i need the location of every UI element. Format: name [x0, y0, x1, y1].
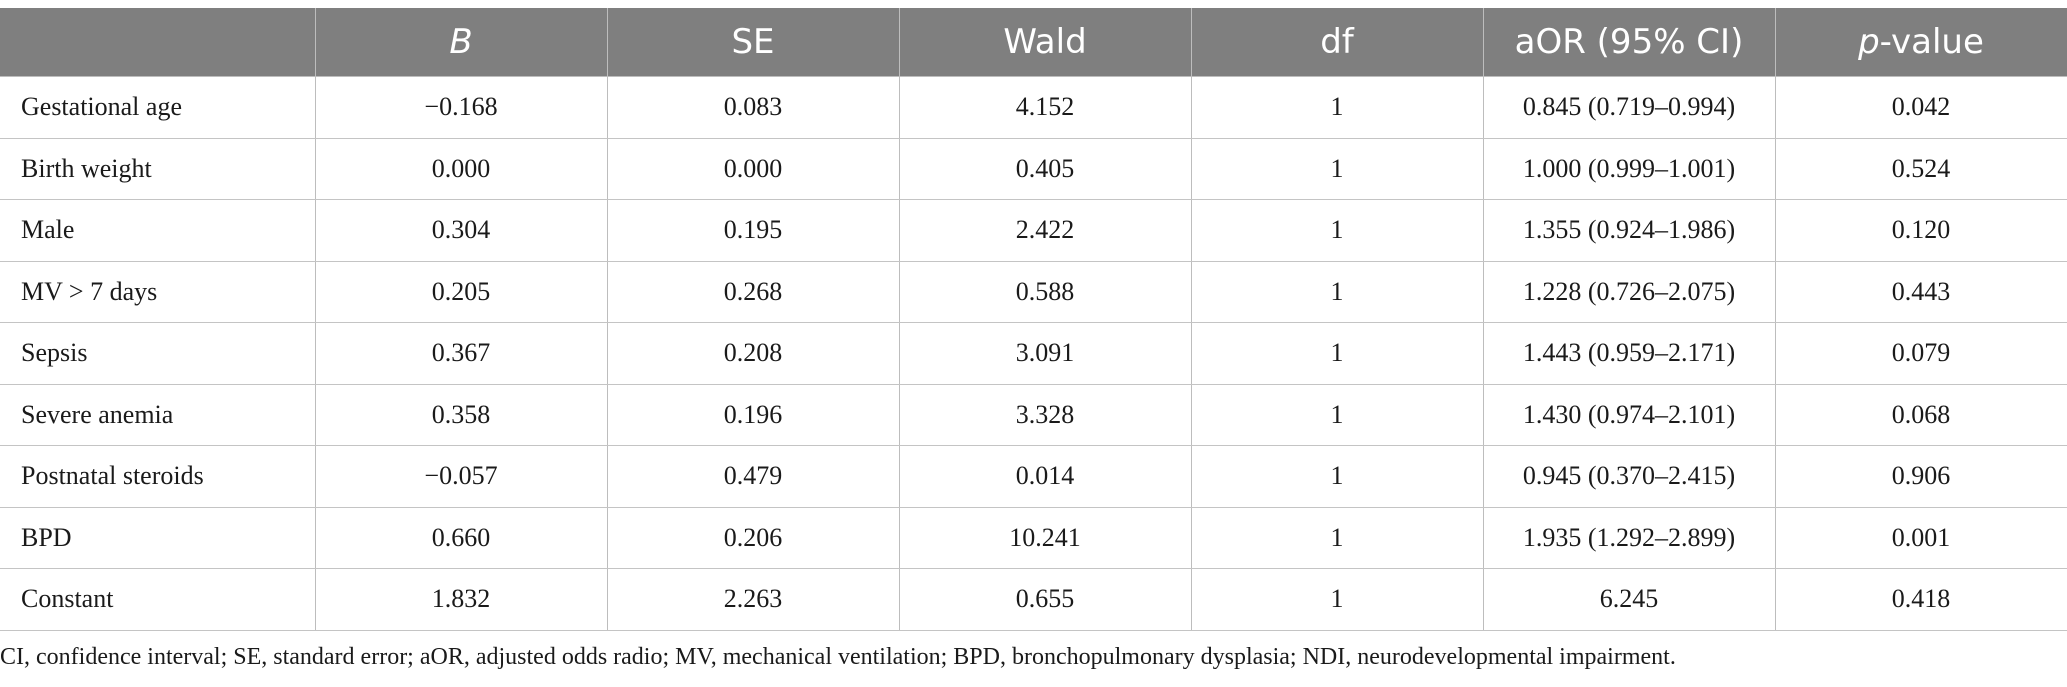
cell-p-value: 0.418: [1774, 568, 2067, 631]
cell-p-value: 0.120: [1774, 199, 2067, 262]
cell-aor: 1.228 (0.726–2.075): [1482, 261, 1775, 323]
cell-variable: Constant: [0, 568, 315, 631]
cell-se: 0.000: [606, 138, 899, 200]
cell-b: −0.057: [314, 445, 607, 508]
cell-variable: Birth weight: [0, 138, 315, 200]
cell-p-value: 0.524: [1774, 138, 2067, 200]
table-row: Severe anemia 0.358 0.196 3.328 1 1.430 (0.97…: [0, 384, 2067, 446]
cell-p-value: 0.443: [1774, 261, 2067, 323]
table-row: BPD 0.660 0.206 10.241 1 1.935 (1.292–2.899) 0…: [0, 507, 2067, 569]
cell-b: 0.000: [314, 138, 607, 200]
cell-b: 0.367: [314, 322, 607, 385]
table-footnote: CI, confidence interval; SE, standard er…: [0, 644, 1676, 670]
cell-variable: Gestational age: [0, 76, 315, 139]
cell-df: 1: [1190, 261, 1483, 323]
cell-variable: Postnatal steroids: [0, 445, 315, 508]
cell-df: 1: [1190, 507, 1483, 569]
cell-wald: 3.091: [898, 322, 1191, 385]
table-row: Male 0.304 0.195 2.422 1 1.355 (0.924–1.986) 0…: [0, 199, 2067, 262]
cell-aor: 1.000 (0.999–1.001): [1482, 138, 1775, 200]
cell-wald: 2.422: [898, 199, 1191, 262]
cell-se: 0.083: [606, 76, 899, 139]
cell-se: 0.196: [606, 384, 899, 446]
cell-p-value: 0.042: [1774, 76, 2067, 139]
header-cell-aor: aOR (95% CI): [1482, 8, 1775, 77]
cell-wald: 0.405: [898, 138, 1191, 200]
cell-aor: 6.245: [1482, 568, 1775, 631]
header-cell-df: df: [1190, 8, 1483, 77]
cell-df: 1: [1190, 76, 1483, 139]
cell-wald: 0.014: [898, 445, 1191, 508]
cell-variable: MV > 7 days: [0, 261, 315, 323]
header-cell-wald: Wald: [898, 8, 1191, 77]
cell-b: −0.168: [314, 76, 607, 139]
cell-se: 0.208: [606, 322, 899, 385]
cell-b: 0.660: [314, 507, 607, 569]
table-row: Birth weight 0.000 0.000 0.405 1 1.000 (0.999…: [0, 138, 2067, 200]
cell-aor: 1.355 (0.924–1.986): [1482, 199, 1775, 262]
cell-se: 0.195: [606, 199, 899, 262]
header-cell-se: SE: [606, 8, 899, 77]
table-row: Postnatal steroids −0.057 0.479 0.014 1 0.945…: [0, 445, 2067, 508]
cell-se: 0.206: [606, 507, 899, 569]
cell-p-value: 0.068: [1774, 384, 2067, 446]
cell-se: 0.479: [606, 445, 899, 508]
cell-df: 1: [1190, 568, 1483, 631]
cell-df: 1: [1190, 199, 1483, 262]
header-row: B SE Wald df aOR (95% CI) p-value: [0, 8, 2067, 77]
cell-df: 1: [1190, 138, 1483, 200]
regression-table: B SE Wald df aOR (95% CI) p-value Gestat…: [0, 8, 2067, 631]
cell-variable: Male: [0, 199, 315, 262]
cell-variable: Severe anemia: [0, 384, 315, 446]
cell-aor: 1.443 (0.959–2.171): [1482, 322, 1775, 385]
cell-df: 1: [1190, 322, 1483, 385]
table-row: Constant 1.832 2.263 0.655 1 6.245 0.418: [0, 568, 2067, 631]
header-p-text: p: [1858, 22, 1880, 62]
cell-variable: BPD: [0, 507, 315, 569]
cell-b: 1.832: [314, 568, 607, 631]
table-row: Sepsis 0.367 0.208 3.091 1 1.443 (0.959–2.171…: [0, 322, 2067, 385]
cell-variable: Sepsis: [0, 322, 315, 385]
cell-b: 0.205: [314, 261, 607, 323]
cell-wald: 4.152: [898, 76, 1191, 139]
table-row: MV > 7 days 0.205 0.268 0.588 1 1.228 (0.726–…: [0, 261, 2067, 323]
cell-wald: 3.328: [898, 384, 1191, 446]
cell-df: 1: [1190, 445, 1483, 508]
cell-p-value: 0.079: [1774, 322, 2067, 385]
cell-aor: 0.845 (0.719–0.994): [1482, 76, 1775, 139]
cell-se: 0.268: [606, 261, 899, 323]
cell-aor: 1.935 (1.292–2.899): [1482, 507, 1775, 569]
header-b-text: B: [449, 22, 473, 62]
cell-wald: 0.588: [898, 261, 1191, 323]
header-cell-p-value: p-value: [1774, 8, 2067, 77]
header-cell-b: B: [314, 8, 607, 77]
header-cell-variable: [0, 8, 315, 77]
table-row: Gestational age −0.168 0.083 4.152 1 0.845 (0…: [0, 76, 2067, 139]
cell-p-value: 0.001: [1774, 507, 2067, 569]
regression-table-container: B SE Wald df aOR (95% CI) p-value Gestat…: [0, 8, 2067, 631]
header-p-suffix: -value: [1879, 22, 1984, 62]
cell-se: 2.263: [606, 568, 899, 631]
cell-aor: 0.945 (0.370–2.415): [1482, 445, 1775, 508]
cell-aor: 1.430 (0.974–2.101): [1482, 384, 1775, 446]
cell-b: 0.304: [314, 199, 607, 262]
cell-wald: 0.655: [898, 568, 1191, 631]
cell-p-value: 0.906: [1774, 445, 2067, 508]
cell-b: 0.358: [314, 384, 607, 446]
cell-df: 1: [1190, 384, 1483, 446]
table-body: Gestational age −0.168 0.083 4.152 1 0.845 (0…: [0, 76, 2067, 631]
cell-wald: 10.241: [898, 507, 1191, 569]
